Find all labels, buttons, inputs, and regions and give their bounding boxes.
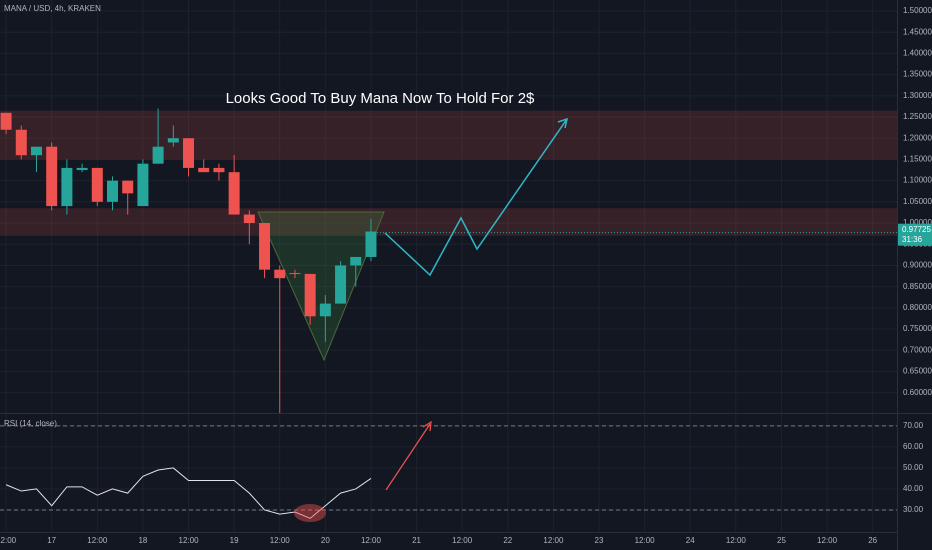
y-tick-label: 0.90000 bbox=[903, 261, 932, 270]
x-tick-label: 12:00 bbox=[179, 536, 200, 545]
rsi-title: RSI (14, close) bbox=[4, 419, 57, 428]
x-tick-label: 12:00 bbox=[635, 536, 656, 545]
candle-body bbox=[243, 214, 255, 224]
candle-body bbox=[0, 112, 12, 130]
y-tick-label: 1.20000 bbox=[903, 133, 932, 142]
candle-body bbox=[167, 138, 179, 143]
candle-body bbox=[122, 180, 134, 194]
y-tick-label: 1.40000 bbox=[903, 49, 932, 58]
candle-body bbox=[183, 138, 195, 168]
candle-body bbox=[350, 256, 362, 266]
zone bbox=[0, 208, 897, 236]
candle-body bbox=[228, 172, 240, 215]
candle-body bbox=[289, 273, 301, 275]
symbol-title: MANA / USD, 4h, KRAKEN bbox=[4, 4, 101, 13]
y-tick-label: 0.80000 bbox=[903, 303, 932, 312]
y-tick-label: 1.45000 bbox=[903, 27, 932, 36]
candle-body bbox=[137, 163, 149, 207]
x-tick-label: 17 bbox=[47, 536, 56, 545]
last-price-label: 0.97725 bbox=[902, 225, 931, 234]
candle-body bbox=[365, 231, 377, 257]
y-tick-label: 1.00000 bbox=[903, 218, 932, 227]
y-tick-label: 0.60000 bbox=[903, 388, 932, 397]
candle-body bbox=[61, 167, 73, 207]
zone bbox=[0, 110, 897, 160]
candle-body bbox=[15, 129, 27, 156]
x-tick-label: 21 bbox=[412, 536, 421, 545]
y-tick-label: 1.50000 bbox=[903, 6, 932, 15]
x-tick-label: 12:00 bbox=[817, 536, 838, 545]
candle-body bbox=[274, 269, 286, 279]
candle-body bbox=[152, 146, 164, 164]
x-tick-label: 12:00 bbox=[726, 536, 747, 545]
last-price-tag bbox=[898, 223, 932, 246]
x-tick-label: 25 bbox=[777, 536, 786, 545]
x-tick-label: 18 bbox=[138, 536, 147, 545]
projection-path bbox=[384, 118, 568, 277]
x-tick-label: 19 bbox=[230, 536, 239, 545]
x-tick-label: 12:00 bbox=[0, 536, 17, 545]
rsi-arrowhead bbox=[422, 420, 432, 432]
y-tick-label: 1.35000 bbox=[903, 70, 932, 79]
candle-body bbox=[91, 167, 103, 202]
x-tick-label: 12:00 bbox=[87, 536, 108, 545]
y-tick-label: 30.00 bbox=[903, 505, 924, 514]
y-tick-label: 0.75000 bbox=[903, 324, 932, 333]
y-tick-label: 1.30000 bbox=[903, 91, 932, 100]
annotation: Looks Good To Buy Mana Now To Hold For 2… bbox=[226, 90, 535, 107]
countdown: 31:36 bbox=[902, 235, 923, 244]
candle-body bbox=[259, 223, 271, 270]
candle-body bbox=[30, 146, 42, 156]
grid-layer bbox=[0, 0, 897, 532]
candle-body bbox=[198, 167, 210, 173]
mark-layer bbox=[0, 108, 897, 519]
x-tick-label: 12:00 bbox=[452, 536, 473, 545]
y-tick-label: 1.25000 bbox=[903, 112, 932, 121]
zone-layer bbox=[0, 110, 897, 236]
projection-arrowhead bbox=[557, 117, 569, 129]
candle-body bbox=[76, 167, 88, 171]
x-tick-label: 23 bbox=[595, 536, 604, 545]
candle-body bbox=[213, 167, 225, 173]
x-tick-label: 26 bbox=[868, 536, 877, 545]
y-tick-label: 60.00 bbox=[903, 442, 924, 451]
x-tick-label: 22 bbox=[503, 536, 512, 545]
x-tick-label: 12:00 bbox=[543, 536, 564, 545]
x-tick-label: 24 bbox=[686, 536, 695, 545]
x-tick-label: 12:00 bbox=[361, 536, 382, 545]
y-tick-label: 70.00 bbox=[903, 421, 924, 430]
y-tick-label: 40.00 bbox=[903, 484, 924, 493]
y-tick-label: 1.05000 bbox=[903, 197, 932, 206]
y-tick-label: 0.65000 bbox=[903, 367, 932, 376]
y-tick-label: 0.70000 bbox=[903, 345, 932, 354]
candle-body bbox=[107, 180, 119, 202]
y-tick-label: 0.85000 bbox=[903, 282, 932, 291]
rsi-line bbox=[5, 467, 372, 519]
y-tick-label: 50.00 bbox=[903, 463, 924, 472]
y-tick-label: 1.15000 bbox=[903, 155, 932, 164]
candle-body bbox=[335, 265, 347, 304]
y-tick-label: 1.10000 bbox=[903, 176, 932, 185]
candle-body bbox=[319, 303, 331, 317]
candle-body bbox=[46, 146, 58, 207]
triangle-pattern bbox=[257, 211, 385, 362]
x-tick-label: 20 bbox=[321, 536, 330, 545]
rsi-highlight bbox=[294, 504, 326, 522]
x-tick-label: 12:00 bbox=[270, 536, 291, 545]
rsi-arrow bbox=[385, 423, 431, 491]
candle-body bbox=[304, 273, 316, 317]
